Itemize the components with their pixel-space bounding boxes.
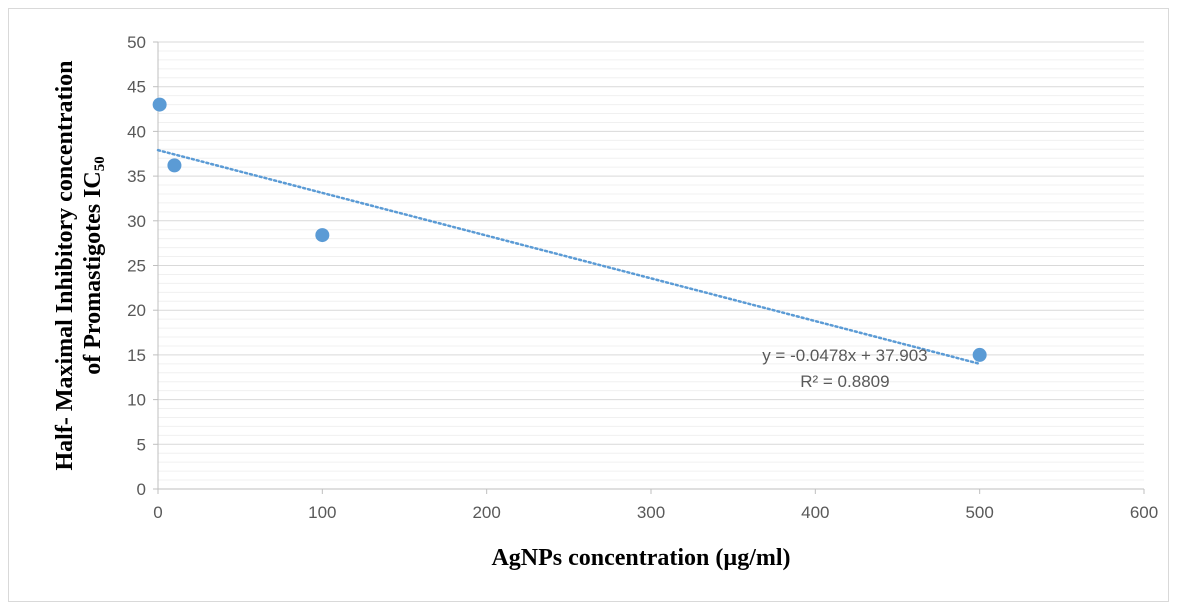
chart-frame (8, 8, 1169, 602)
y-axis-title: Half- Maximal Inhibitory concentration o… (52, 61, 108, 471)
x-tick-label: 400 (801, 503, 829, 522)
x-tick-label: 200 (472, 503, 500, 522)
x-tick-label: 500 (965, 503, 993, 522)
y-tick-label: 5 (137, 435, 146, 454)
y-tick-label: 25 (127, 257, 146, 276)
minor-gridlines (158, 50, 1144, 481)
axes (153, 41, 1145, 494)
x-tick-label: 300 (637, 503, 665, 522)
x-tick-labels: 0 100 200 300 400 500 600 (153, 503, 1158, 522)
y-axis-title-line2-main: of Promastigotes IC (80, 171, 106, 375)
trendline-group (156, 148, 981, 366)
y-tick-label: 40 (127, 122, 146, 141)
data-point (972, 347, 987, 362)
y-tick-label: 20 (127, 301, 146, 320)
trendline (156, 148, 981, 366)
y-tick-labels: 0 5 10 15 20 25 30 35 40 45 50 (127, 33, 146, 499)
major-gridlines (158, 41, 1144, 445)
y-axis-title-line2: of Promastigotes IC50 (80, 156, 108, 375)
y-tick-label: 50 (127, 33, 146, 52)
y-axis-title-line1: Half- Maximal Inhibitory concentration (52, 61, 78, 471)
y-tick-label: 45 (127, 78, 146, 97)
y-tick-label: 35 (127, 167, 146, 186)
data-point (152, 97, 167, 112)
x-tick-label: 0 (153, 503, 162, 522)
y-axis-title-subscript: 50 (92, 156, 108, 171)
x-tick-label: 100 (308, 503, 336, 522)
data-point (315, 228, 330, 243)
trendline-equation: y = -0.0478x + 37.903 (762, 346, 927, 365)
y-tick-label: 15 (127, 346, 146, 365)
x-axis-title: AgNPs concentration (µg/ml) (491, 545, 790, 571)
y-tick-label: 30 (127, 212, 146, 231)
data-points (152, 97, 987, 362)
x-tick-label: 600 (1130, 503, 1158, 522)
data-point (167, 158, 182, 173)
y-tick-label: 0 (137, 480, 146, 499)
y-tick-label: 10 (127, 391, 146, 410)
trendline-r-squared: R² = 0.8809 (800, 372, 889, 391)
